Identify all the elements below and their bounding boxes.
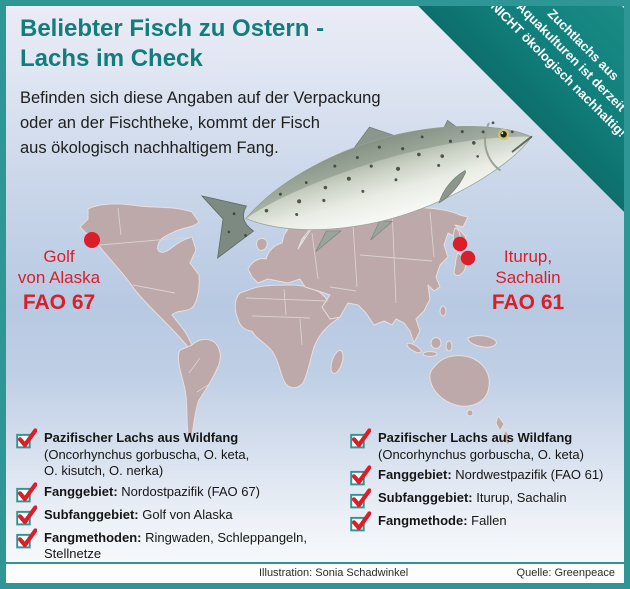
checklist-item-text: Subfanggebiet: Golf von Alaska	[44, 507, 233, 526]
checklist-item-text: Fangmethode: Fallen	[378, 513, 507, 532]
checklist-item-value: Golf von Alaska	[138, 506, 233, 522]
checklist-item-line2: (Oncorhynchus gorbuscha, O. keta)	[378, 446, 584, 462]
checklist-item-line2: Stellnetze	[44, 546, 102, 561]
checklist-right: Pazifischer Lachs aus Wildfang (Oncorhyn…	[350, 428, 620, 536]
checklist-item-text: Fanggebiet: Nordostpazifik (FAO 67)	[44, 484, 260, 503]
warning-ribbon-band: Zuchtlachs aus Aquakulturen ist derzeit …	[400, 6, 624, 229]
checklist-item-text: Subfanggebiet: Iturup, Sachalin	[378, 490, 567, 509]
map-marker-iturup-icon	[460, 250, 476, 266]
checklist-item-text: Pazifischer Lachs aus Wildfang (Oncorhyn…	[44, 430, 249, 480]
checkmark-icon	[16, 481, 37, 502]
checkmark-icon	[16, 504, 37, 525]
checkmark-icon	[350, 465, 371, 486]
map-label-alaska-fao: FAO 67	[22, 291, 96, 314]
source-credit: Quelle: Greenpeace	[516, 567, 615, 579]
salmon-illustration	[200, 119, 533, 259]
checklist-item-value: Fallen	[467, 513, 507, 528]
checklist-item-label: Pazifischer Lachs aus Wildfang	[44, 430, 239, 445]
map-label-sachalin-name1: Iturup,	[503, 247, 553, 266]
checklist-item: Fanggebiet: Nordwestpazifik (FAO 61)	[350, 465, 620, 486]
infographic-content: Beliebter Fisch zu Ostern - Lachs im Che…	[6, 6, 624, 583]
checklist-item-value: Iturup, Sachalin	[472, 490, 567, 505]
checklist-item: Pazifischer Lachs aus Wildfang (Oncorhyn…	[350, 428, 620, 463]
world-map	[79, 198, 511, 446]
checklist-item: Fanggebiet: Nordostpazifik (FAO 67)	[16, 481, 344, 503]
checklist-item-label: Fanggebiet:	[44, 483, 118, 499]
checkmark-icon	[16, 428, 37, 449]
checkmark-icon	[350, 428, 371, 449]
checklist-item: Fangmethode: Fallen	[350, 511, 620, 532]
map-label-alaska-name1: Golf	[43, 247, 75, 266]
checklist-item-text: Pazifischer Lachs aus Wildfang (Oncorhyn…	[378, 430, 584, 463]
checklist-left: Pazifischer Lachs aus Wildfang (Oncorhyn…	[16, 428, 344, 567]
map-marker-alaska-icon	[84, 232, 100, 248]
checklist-item-value: Nordostpazifik (FAO 67)	[117, 483, 260, 499]
checkmark-icon	[350, 488, 371, 509]
checklist-item: Subfanggebiet: Iturup, Sachalin	[350, 488, 620, 509]
map-label-alaska-name2: von Alaska	[17, 267, 101, 287]
illustration-credit: Illustration: Sonia Schadwinkel	[259, 567, 409, 579]
warning-ribbon: Zuchtlachs aus Aquakulturen ist derzeit …	[400, 6, 624, 230]
map-label-sachalin: Iturup, Sachalin FAO 61	[462, 247, 594, 315]
page-title-line1: Beliebter Fisch zu Ostern -	[20, 15, 325, 42]
checklist-item: Pazifischer Lachs aus Wildfang (Oncorhyn…	[16, 428, 344, 480]
checklist-item-text: Fangmethoden: Ringwaden, Schleppangeln, …	[44, 530, 307, 563]
checklist-item-label: Subfanggebiet:	[378, 490, 473, 505]
checklist-item-label: Pazifischer Lachs aus Wildfang	[378, 430, 573, 445]
checklist-item-label: Fangmethode:	[378, 513, 468, 528]
checklist-item: Subfanggebiet: Golf von Alaska	[16, 504, 344, 526]
checklist-item-line3: O. kisutch, O. nerka)	[44, 463, 164, 478]
checklist-item-text: Fanggebiet: Nordwestpazifik (FAO 61)	[378, 467, 603, 486]
checklist-item: Fangmethoden: Ringwaden, Schleppangeln, …	[16, 527, 344, 563]
checkmark-icon	[350, 511, 371, 532]
checkmark-icon	[16, 527, 37, 548]
checklist-item-value: Nordwestpazifik (FAO 61)	[451, 467, 604, 482]
map-marker-sachalin-icon	[452, 236, 468, 252]
map-label-sachalin-fao: FAO 61	[491, 291, 565, 314]
intro-line3: aus ökologisch nachhaltigem Fang.	[20, 139, 279, 157]
intro-text: Befinden sich diese Angaben auf der Verp…	[20, 86, 381, 161]
checklist-item-label: Subfanggebiet:	[44, 506, 139, 522]
checklist-item-label: Fanggebiet:	[378, 467, 452, 482]
map-label-sachalin-name2: Sachalin	[495, 267, 561, 287]
checklist-item-line2: (Oncorhynchus gorbuscha, O. keta,	[44, 446, 250, 462]
footer-bar: Illustration: Sonia Schadwinkel Quelle: …	[6, 562, 624, 583]
intro-line2: oder an der Fischtheke, kommt der Fisch	[20, 114, 320, 132]
checklist-item-value: Ringwaden, Schleppangeln,	[141, 529, 308, 545]
checklist-item-label: Fangmethoden:	[44, 529, 142, 545]
map-label-alaska: Golf von Alaska FAO 67	[6, 247, 112, 315]
page-title-line2: Lachs im Check	[20, 45, 203, 72]
intro-line1: Befinden sich diese Angaben auf der Verp…	[20, 89, 381, 107]
page-title: Beliebter Fisch zu Ostern - Lachs im Che…	[20, 14, 324, 74]
